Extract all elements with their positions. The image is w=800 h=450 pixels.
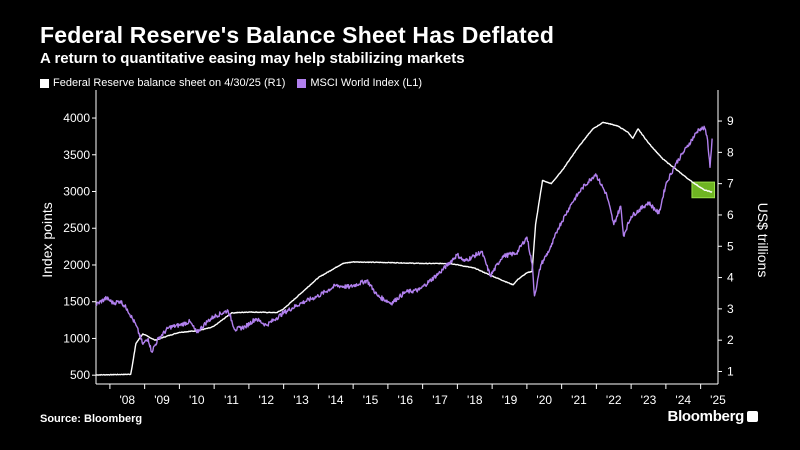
x-tick-label: '11 <box>224 393 239 407</box>
x-tick-label: '15 <box>363 393 379 407</box>
right-tick-label: 1 <box>727 364 734 378</box>
left-tick-label: 2500 <box>63 221 90 235</box>
x-tick-label: '08 <box>119 393 135 407</box>
left-axis-label: Index points <box>39 202 55 278</box>
x-tick-label: '20 <box>536 393 552 407</box>
right-tick-label: 5 <box>727 239 734 253</box>
right-tick-label: 3 <box>727 302 734 316</box>
x-tick-label: '18 <box>467 393 483 407</box>
right-tick-label: 9 <box>727 114 734 128</box>
chart-subtitle: A return to quantitative easing may help… <box>40 50 465 67</box>
right-axis-label: US$ trillions <box>755 203 771 278</box>
x-tick-label: '17 <box>432 393 448 407</box>
right-tick-label: 4 <box>727 271 734 285</box>
bloomberg-mark-icon <box>747 411 758 422</box>
x-tick-label: '09 <box>154 393 170 407</box>
left-tick-label: 2000 <box>63 258 90 272</box>
x-tick-label: '24 <box>675 393 691 407</box>
legend-swatch-msci <box>297 78 307 88</box>
right-tick-label: 8 <box>727 145 734 159</box>
chart-title: Federal Reserve's Balance Sheet Has Defl… <box>40 22 555 48</box>
legend-swatch-fed <box>40 78 49 88</box>
right-tick-label: 6 <box>727 208 734 222</box>
x-tick-label: '14 <box>328 393 344 407</box>
bloomberg-logo: Bloomberg <box>668 408 758 425</box>
legend-label-msci: MSCI World Index (L1) <box>310 77 423 89</box>
left-tick-label: 3000 <box>63 185 90 199</box>
x-tick-label: '10 <box>189 393 205 407</box>
msci-world-index-line <box>95 125 713 353</box>
source-note: Source: Bloomberg <box>40 413 143 425</box>
legend-label-fed: Federal Reserve balance sheet on 4/30/25… <box>53 77 286 89</box>
brand-name: Bloomberg <box>667 408 745 425</box>
left-tick-label: 500 <box>70 368 90 382</box>
legend: Federal Reserve balance sheet on 4/30/25… <box>40 77 428 89</box>
x-tick-label: '13 <box>293 393 309 407</box>
legend-item-fed: Federal Reserve balance sheet on 4/30/25… <box>40 77 285 89</box>
x-tick-label: '19 <box>502 393 518 407</box>
x-tick-label: '22 <box>606 393 622 407</box>
right-tick-label: 2 <box>727 333 734 347</box>
x-tick-label: '16 <box>397 393 413 407</box>
left-tick-label: 4000 <box>63 111 90 125</box>
legend-item-msci: MSCI World Index (L1) <box>297 77 422 89</box>
left-tick-label: 1000 <box>63 331 90 345</box>
left-tick-label: 1500 <box>63 295 90 309</box>
left-tick-label: 3500 <box>63 148 90 162</box>
x-tick-label: '23 <box>641 393 657 407</box>
x-tick-label: '25 <box>710 393 726 407</box>
fed-balance-sheet-line <box>95 121 713 376</box>
x-tick-label: '21 <box>571 393 587 407</box>
right-tick-label: 7 <box>727 177 734 191</box>
x-tick-label: '12 <box>258 393 274 407</box>
